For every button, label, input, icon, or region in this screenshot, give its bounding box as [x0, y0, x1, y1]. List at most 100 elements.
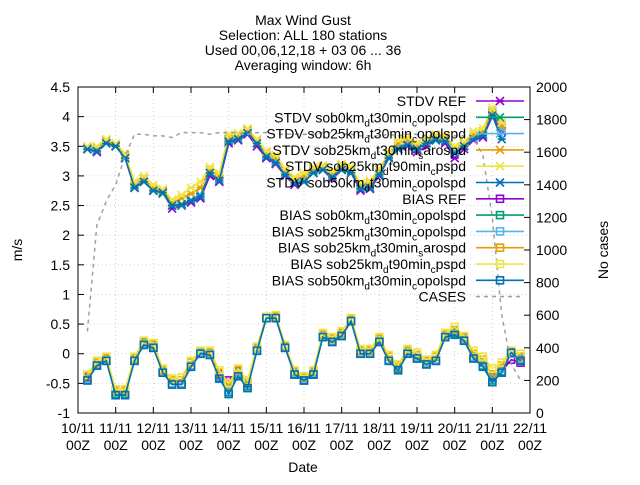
- x-tick-label-day: 19/11: [400, 420, 434, 436]
- y-axis-label-right: No cases: [595, 221, 611, 279]
- data-point: [459, 336, 469, 345]
- legend-label: STDV sob25kmdt30mincopolspd: [266, 126, 466, 146]
- data-point: [450, 148, 460, 158]
- data-point: [271, 150, 281, 160]
- y-tick-label-left: 3: [62, 168, 70, 184]
- legend-label-subscript: c: [412, 232, 417, 243]
- data-point: [167, 380, 177, 389]
- data-point: [356, 349, 365, 359]
- data-point: [516, 356, 525, 366]
- legend-label: STDV sob25kmdt90mincpspd: [285, 158, 466, 178]
- legend-label-subscript: d: [371, 249, 377, 260]
- legend-label-part: t30min: [370, 207, 412, 223]
- x-tick-label-hour: 00Z: [443, 437, 468, 453]
- data-point: [186, 196, 196, 206]
- data-point: [309, 370, 318, 379]
- series-12: [86, 131, 522, 381]
- x-tick-label-hour: 00Z: [217, 437, 242, 453]
- data-point: [422, 360, 431, 369]
- data-point: [487, 110, 497, 121]
- y-tick-label-right: 1400: [536, 177, 567, 193]
- data-point: [459, 141, 469, 151]
- chart-title-line: Used 00,06,12,18 + 03 06 ... 36: [205, 42, 402, 58]
- legend-label-part: opolspd: [417, 207, 466, 223]
- legend-label-subscript: d: [364, 135, 370, 146]
- legend-label: STDV sob50kmdt30mincopolspd: [266, 175, 466, 195]
- y-tick-label-right: 600: [536, 307, 560, 323]
- legend-label: CASES: [419, 289, 466, 305]
- data-point: [205, 168, 215, 178]
- legend-label-part: t30min: [376, 240, 418, 256]
- data-point: [224, 379, 233, 388]
- data-point: [506, 348, 516, 357]
- legend-label-part: t30min: [370, 126, 412, 142]
- series-5: [82, 110, 507, 211]
- data-point: [290, 178, 300, 188]
- data-point: [261, 152, 271, 162]
- data-point: [167, 374, 177, 383]
- x-tick-label-day: 20/11: [438, 420, 472, 436]
- x-tick-label-day: 18/11: [362, 420, 396, 436]
- data-point: [355, 184, 366, 194]
- data-point: [393, 135, 403, 145]
- legend-label-subscript: d: [383, 265, 389, 276]
- x-tick-label-day: 14/11: [212, 420, 246, 436]
- legend-label-part: opolspd: [417, 272, 466, 288]
- data-point: [177, 199, 187, 209]
- data-point: [308, 168, 318, 178]
- legend-label-part: opolspd: [417, 175, 466, 191]
- legend-label-part: STDV sob0km: [274, 109, 364, 125]
- data-point: [224, 136, 234, 147]
- y-tick-label-left: 1: [62, 286, 70, 302]
- y-tick-label-right: 200: [536, 372, 560, 388]
- data-point: [92, 146, 102, 156]
- data-point: [497, 134, 507, 144]
- data-point: [186, 183, 196, 193]
- data-point: [196, 349, 205, 359]
- data-point: [101, 134, 111, 144]
- data-point: [271, 313, 281, 323]
- data-point: [167, 200, 177, 211]
- data-point: [271, 158, 281, 168]
- data-point: [92, 361, 102, 370]
- legend-sample-marker: [495, 96, 505, 106]
- data-point: [497, 368, 507, 377]
- data-point: [195, 177, 205, 187]
- data-point: [280, 343, 290, 353]
- legend-label-part: opolspd: [417, 109, 466, 125]
- legend-label-part: STDV sob25km: [273, 142, 371, 158]
- legend-label-subscript: d: [364, 216, 370, 227]
- data-point: [346, 168, 356, 178]
- data-point: [290, 370, 299, 379]
- legend-label-part: opolspd: [417, 223, 466, 239]
- legend-label-subscript: c: [412, 184, 417, 195]
- data-point: [111, 141, 121, 151]
- data-point: [431, 350, 441, 360]
- data-point: [459, 331, 469, 341]
- legend-label-part: t30min: [370, 175, 412, 191]
- x-tick-label-hour: 00Z: [405, 437, 430, 453]
- legend-label-part: t30min: [370, 109, 412, 125]
- data-point: [412, 348, 422, 357]
- legend-label-part: arospd: [423, 142, 466, 158]
- y-tick-label-left: -1: [58, 405, 71, 421]
- chart-title-line: Max Wind Gust: [255, 12, 351, 28]
- legend-label-subscript: d: [364, 281, 370, 292]
- x-tick-label-day: 10/11: [61, 420, 95, 436]
- x-tick-label-hour: 00Z: [480, 437, 505, 453]
- data-point: [497, 358, 507, 367]
- series-11: [83, 313, 525, 400]
- data-point: [487, 103, 497, 113]
- data-point: [365, 349, 375, 359]
- y-tick-label-right: 400: [536, 340, 560, 356]
- legend-label-subscript: s: [418, 249, 423, 260]
- legend-label-part: opolspd: [417, 126, 466, 142]
- data-point: [149, 343, 158, 353]
- data-point: [83, 376, 92, 385]
- legend-label-subscript: d: [364, 184, 370, 195]
- data-point: [403, 344, 412, 354]
- data-point: [374, 170, 384, 180]
- data-point: [421, 138, 431, 148]
- plot-series: [82, 103, 525, 400]
